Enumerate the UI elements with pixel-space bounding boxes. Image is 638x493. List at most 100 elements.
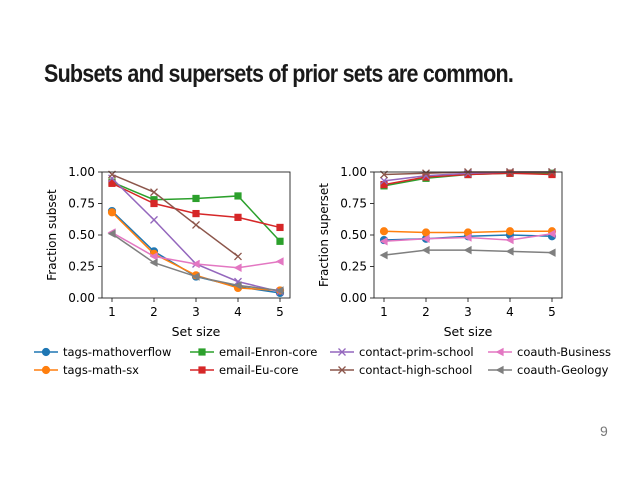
data-point-contact-prim-school bbox=[150, 215, 158, 224]
superset-chart: 0.00 0.25 0.50 0.75 1.00 1 2 3 4 5 Set size Fractio… bbox=[317, 165, 563, 339]
y-tick-label: 1.00 bbox=[340, 165, 367, 179]
y-axis-label: Fraction superset bbox=[317, 183, 331, 287]
y-tick-label: 0.75 bbox=[68, 197, 95, 211]
data-point-coauth-business bbox=[505, 235, 514, 245]
legend-marker bbox=[198, 348, 206, 356]
legend-item-coauth-business: coauth-Business bbox=[488, 345, 611, 359]
legend-marker bbox=[198, 366, 206, 374]
data-point-email-eu-core bbox=[422, 173, 430, 181]
x-tick-label: 1 bbox=[380, 305, 388, 319]
legend-label: contact-prim-school bbox=[359, 345, 474, 359]
x-tick-label: 5 bbox=[548, 305, 556, 319]
legend-item-tags-math-sx: tags-math-sx bbox=[34, 363, 139, 377]
x-axis-label: Set size bbox=[172, 324, 221, 339]
data-point-coauth-geology bbox=[275, 286, 284, 295]
page-number: 9 bbox=[600, 423, 608, 439]
data-point-contact-prim-school bbox=[464, 169, 472, 178]
legend-marker bbox=[338, 348, 346, 356]
legend-marker bbox=[41, 347, 51, 357]
data-point-tags-math-sx bbox=[505, 227, 515, 236]
data-point-email-eu-core bbox=[276, 223, 284, 232]
x-tick-label: 5 bbox=[276, 305, 284, 319]
legend-label: email-Enron-core bbox=[219, 345, 317, 359]
data-point-coauth-geology bbox=[505, 247, 514, 256]
x-axis-label: Set size bbox=[444, 324, 493, 339]
data-point-coauth-geology bbox=[421, 245, 430, 255]
legend-item-tags-mathoverflow: tags-mathoverflow bbox=[34, 345, 171, 359]
legend: tags-mathoverflow email-Enron-core contact… bbox=[34, 345, 611, 377]
data-point-contact-prim-school bbox=[380, 176, 388, 185]
x-tick-label: 2 bbox=[150, 305, 158, 319]
data-point-email-eu-core bbox=[548, 170, 556, 179]
legend-marker bbox=[41, 365, 51, 375]
legend-marker bbox=[495, 347, 504, 357]
slide-title: Subsets and supersets of prior sets are … bbox=[44, 60, 514, 88]
data-point-contact-high-school bbox=[192, 220, 200, 229]
x-tick-label: 3 bbox=[192, 305, 200, 319]
legend-label: contact-high-school bbox=[359, 363, 472, 377]
subset-chart: 0.00 0.25 0.50 0.75 1.00 1 2 3 4 5 Set size Fractio… bbox=[45, 165, 291, 339]
x-tick-label: 4 bbox=[506, 305, 514, 319]
y-tick-label: 1.00 bbox=[68, 165, 95, 179]
y-tick-label: 0.25 bbox=[68, 260, 95, 274]
data-point-coauth-business bbox=[275, 257, 284, 266]
legend-item-email-enron-core: email-Enron-core bbox=[190, 345, 317, 359]
data-point-coauth-business bbox=[547, 229, 556, 238]
data-point-contact-high-school bbox=[150, 188, 158, 197]
legend-item-coauth-geology: coauth-Geology bbox=[488, 363, 609, 377]
data-point-contact-high-school bbox=[234, 252, 242, 261]
legend-label: email-Eu-core bbox=[219, 363, 298, 377]
legend-item-contact-high-school: contact-high-school bbox=[330, 363, 472, 377]
y-axis-label: Fraction subset bbox=[45, 189, 59, 281]
data-point-coauth-geology bbox=[463, 245, 472, 255]
legend-label: tags-mathoverflow bbox=[63, 345, 171, 359]
data-point-email-enron-core bbox=[234, 192, 242, 200]
data-point-email-enron-core bbox=[192, 194, 200, 203]
data-point-tags-math-sx bbox=[421, 228, 431, 237]
y-tick-label: 0.50 bbox=[68, 228, 95, 242]
legend-label: coauth-Business bbox=[517, 345, 611, 359]
data-point-coauth-geology bbox=[191, 272, 200, 281]
data-point-email-enron-core bbox=[276, 237, 284, 245]
legend-marker bbox=[495, 365, 504, 375]
data-point-email-eu-core bbox=[108, 179, 116, 187]
data-point-coauth-geology bbox=[379, 250, 388, 260]
data-point-email-eu-core bbox=[506, 169, 514, 177]
data-point-email-eu-core bbox=[234, 213, 242, 221]
series-line-contact-high-school bbox=[111, 173, 239, 258]
data-point-email-eu-core bbox=[464, 170, 472, 179]
legend-label: tags-math-sx bbox=[63, 363, 139, 377]
y-tick-label: 0.00 bbox=[68, 291, 95, 305]
x-tick-label: 3 bbox=[464, 305, 472, 319]
y-tick-label: 0.75 bbox=[340, 197, 367, 211]
legend-item-email-eu-core: email-Eu-core bbox=[190, 363, 298, 377]
data-point-tags-math-sx bbox=[107, 208, 117, 217]
data-point-coauth-business bbox=[421, 234, 430, 243]
data-point-tags-math-sx bbox=[379, 227, 389, 236]
data-point-email-eu-core bbox=[192, 209, 200, 218]
data-point-coauth-business bbox=[191, 259, 200, 269]
data-point-coauth-business bbox=[379, 237, 388, 246]
x-tick-label: 1 bbox=[108, 305, 116, 319]
series-line-email-eu-core bbox=[111, 182, 281, 229]
x-tick-label: 4 bbox=[234, 305, 242, 319]
data-point-coauth-geology bbox=[547, 248, 556, 257]
data-point-email-eu-core bbox=[380, 181, 388, 189]
data-point-coauth-geology bbox=[233, 281, 242, 290]
legend-item-contact-prim-school: contact-prim-school bbox=[330, 345, 474, 359]
legend-marker bbox=[338, 366, 346, 374]
data-point-coauth-business bbox=[463, 233, 472, 242]
x-tick-label: 2 bbox=[422, 305, 430, 319]
data-point-coauth-business bbox=[149, 252, 158, 261]
data-point-email-enron-core bbox=[150, 196, 158, 204]
data-point-contact-high-school bbox=[422, 169, 430, 178]
data-point-email-eu-core bbox=[150, 199, 158, 208]
legend-label: coauth-Geology bbox=[517, 363, 609, 377]
y-tick-label: 0.50 bbox=[340, 228, 367, 242]
data-point-coauth-business bbox=[233, 263, 242, 272]
data-point-coauth-geology bbox=[149, 258, 158, 267]
data-point-coauth-geology bbox=[107, 229, 116, 238]
y-tick-label: 0.00 bbox=[340, 291, 367, 305]
y-tick-label: 0.25 bbox=[340, 260, 367, 274]
